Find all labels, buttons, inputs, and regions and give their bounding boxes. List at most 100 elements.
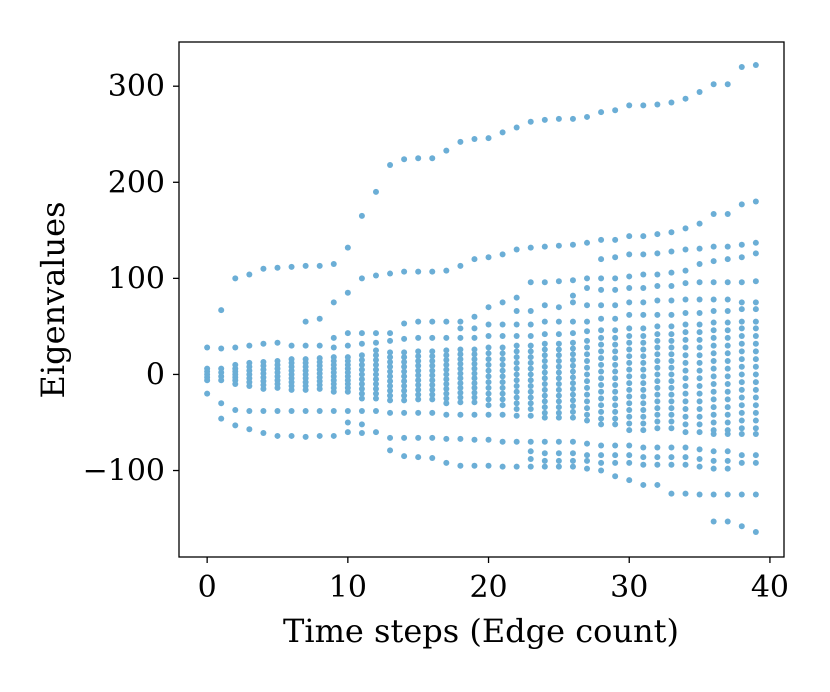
data-point (555, 115, 562, 122)
data-point (415, 386, 422, 393)
data-point (668, 405, 675, 412)
data-point (499, 411, 506, 418)
data-point (696, 321, 703, 328)
data-point (527, 244, 534, 251)
data-point (752, 394, 759, 401)
data-point (696, 398, 703, 405)
data-point (569, 277, 576, 284)
data-point (555, 242, 562, 249)
data-point (682, 375, 689, 382)
data-point (612, 395, 619, 402)
data-point (612, 355, 619, 362)
data-point (485, 135, 492, 142)
data-point (696, 456, 703, 462)
data-point (316, 342, 323, 349)
data-point (330, 260, 337, 267)
data-point (485, 367, 492, 374)
data-point (541, 357, 548, 364)
data-point (499, 344, 506, 351)
data-point (598, 459, 605, 466)
data-point (527, 333, 534, 340)
data-point (696, 491, 703, 498)
data-point (372, 188, 379, 195)
data-point (415, 334, 422, 341)
data-point (218, 415, 225, 422)
data-point (527, 371, 534, 378)
data-point (555, 318, 562, 325)
data-point (513, 371, 520, 378)
data-point (598, 355, 605, 362)
data-point (372, 381, 379, 388)
data-point (569, 115, 576, 122)
data-point (682, 413, 689, 420)
data-point (654, 297, 661, 304)
data-point (724, 431, 731, 438)
data-point (302, 262, 309, 269)
data-point (443, 361, 450, 368)
data-point (752, 386, 759, 393)
data-point (358, 361, 365, 368)
data-point (387, 349, 394, 356)
data-point (668, 229, 675, 236)
data-point (710, 319, 717, 326)
data-point (569, 345, 576, 352)
data-point (626, 406, 633, 413)
data-point (710, 411, 717, 418)
data-point (246, 271, 253, 278)
data-point (626, 353, 633, 360)
data-point (710, 518, 717, 525)
data-point (372, 407, 379, 414)
data-point (471, 136, 478, 143)
data-point (499, 373, 506, 380)
data-point (260, 340, 267, 347)
data-point (429, 362, 436, 369)
data-point (429, 357, 436, 364)
data-point (584, 337, 591, 344)
data-point (457, 356, 464, 363)
data-point (499, 321, 506, 328)
data-point (401, 268, 408, 275)
data-point (457, 346, 464, 353)
data-point (752, 491, 759, 498)
data-point (569, 362, 576, 369)
data-point (752, 325, 759, 332)
data-point (654, 418, 661, 425)
data-point (457, 435, 464, 442)
data-point (668, 351, 675, 358)
y-tick-label: 300 (108, 69, 165, 104)
data-point (654, 371, 661, 378)
data-point (387, 378, 394, 385)
data-point (696, 367, 703, 374)
data-point (738, 63, 745, 70)
data-point (541, 369, 548, 376)
data-point (752, 278, 759, 285)
data-point (569, 385, 576, 392)
data-point (598, 334, 605, 341)
data-point (358, 366, 365, 373)
data-point (246, 342, 253, 349)
data-point (752, 356, 759, 363)
data-point (612, 275, 619, 282)
data-point (752, 431, 759, 438)
data-point (682, 225, 689, 232)
data-point (668, 269, 675, 276)
data-point (541, 386, 548, 393)
data-point (612, 382, 619, 389)
data-point (541, 381, 548, 388)
data-point (654, 454, 661, 461)
data-point (738, 333, 745, 340)
data-point (640, 444, 647, 451)
data-point (569, 414, 576, 421)
data-point (654, 101, 661, 108)
data-point (541, 340, 548, 347)
data-point (457, 262, 464, 269)
data-point (316, 315, 323, 322)
data-point (738, 318, 745, 325)
data-point (344, 419, 351, 426)
data-point (752, 348, 759, 355)
data-point (668, 331, 675, 338)
data-point (569, 241, 576, 248)
data-point (724, 518, 731, 525)
data-point (499, 356, 506, 363)
